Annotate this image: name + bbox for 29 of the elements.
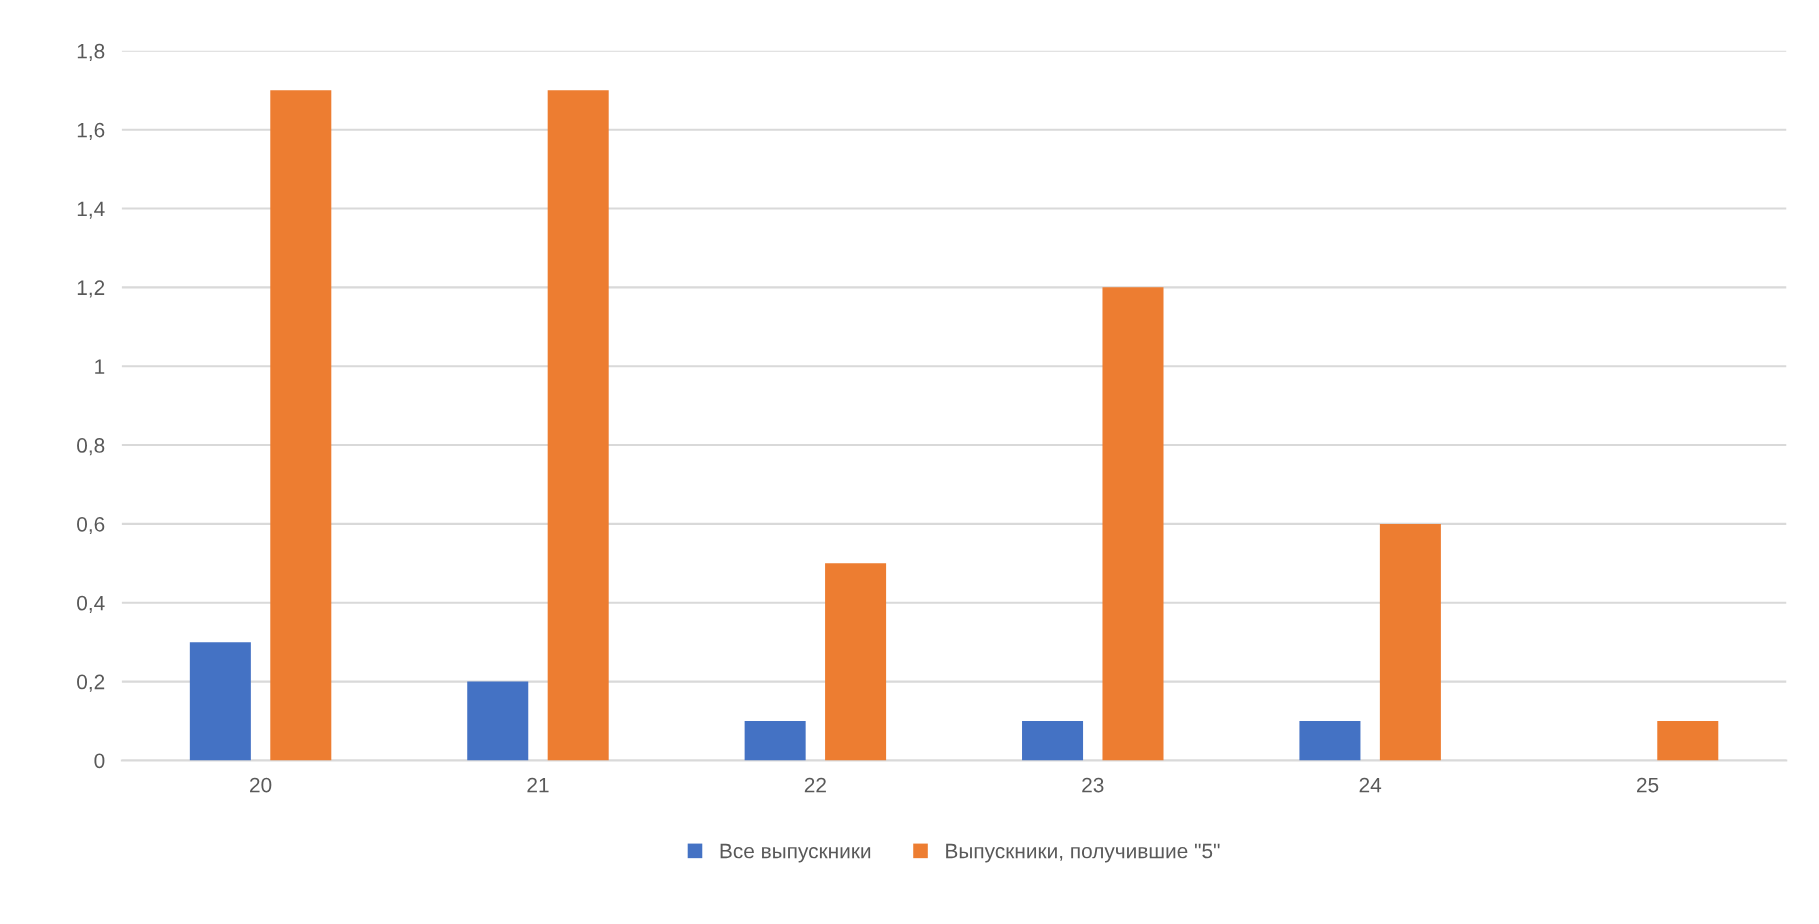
bar xyxy=(547,90,609,761)
y-tick-label: 1,8 xyxy=(77,43,105,62)
bar xyxy=(744,721,806,761)
bar xyxy=(189,642,251,761)
y-tick-label: 0,4 xyxy=(77,595,105,613)
bar xyxy=(1379,523,1441,761)
x-tick-label: 20 xyxy=(250,777,272,793)
x-tick-label: 24 xyxy=(1359,777,1382,793)
bar xyxy=(1102,287,1164,761)
y-tick-label: 0,2 xyxy=(77,674,105,692)
legend-label: Выпускники, получившие "5" xyxy=(946,843,1220,863)
y-tick-label: 0 xyxy=(94,753,105,769)
x-tick-label: 21 xyxy=(527,777,549,793)
legend-label: Все выпускники xyxy=(720,843,871,863)
y-tick-label: 1,2 xyxy=(77,280,105,298)
y-tick-label: 1,4 xyxy=(77,201,105,219)
bar xyxy=(467,681,529,761)
y-tick-label: 0,8 xyxy=(77,438,105,456)
y-tick-label: 1 xyxy=(95,359,105,374)
bar xyxy=(1022,721,1084,761)
bar xyxy=(270,90,332,761)
x-tick-label: 23 xyxy=(1082,777,1104,793)
x-tick-label: 25 xyxy=(1637,777,1659,793)
y-tick-label: 1,6 xyxy=(77,122,105,140)
bar xyxy=(1657,721,1719,761)
bar xyxy=(825,563,887,761)
x-tick-label: 22 xyxy=(804,777,826,793)
y-tick-label: 0,6 xyxy=(77,516,105,535)
bar xyxy=(1299,721,1361,761)
